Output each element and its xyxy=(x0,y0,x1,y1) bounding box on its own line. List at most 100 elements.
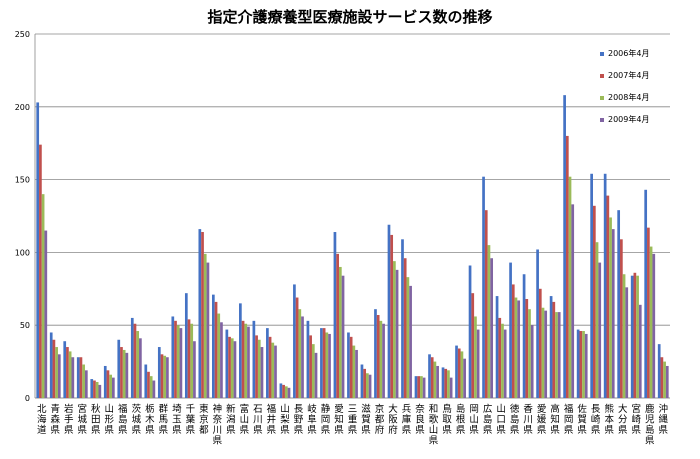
bar xyxy=(49,332,53,398)
bar xyxy=(584,333,588,398)
bar xyxy=(41,194,45,398)
bar xyxy=(352,345,356,398)
bar xyxy=(449,377,453,398)
category-label: 茨城県 xyxy=(132,403,142,436)
category-label: 北海道 xyxy=(37,404,47,436)
bar xyxy=(657,344,661,398)
category-label: 岡山県 xyxy=(469,404,479,436)
category-label: 三重県 xyxy=(348,404,358,436)
bar xyxy=(98,384,102,398)
bar xyxy=(406,277,410,398)
bar xyxy=(482,176,485,398)
category-label: 滋賀県 xyxy=(361,403,371,436)
category-label: 熊本県 xyxy=(604,403,614,436)
legend-label: 2008年4月 xyxy=(608,92,649,102)
bar xyxy=(252,320,256,398)
bar xyxy=(563,95,566,398)
bar xyxy=(157,347,161,398)
bar xyxy=(647,227,650,398)
category-label: 愛知県 xyxy=(334,403,344,436)
bar xyxy=(468,265,472,398)
bar xyxy=(644,189,648,398)
bar xyxy=(393,261,396,398)
bar xyxy=(36,102,40,398)
bar xyxy=(617,210,621,398)
bar xyxy=(106,370,110,398)
bar xyxy=(52,339,56,398)
bar xyxy=(638,304,642,398)
bar xyxy=(333,232,337,398)
category-label: 高知県 xyxy=(550,403,560,436)
bar xyxy=(441,367,445,398)
category-label: 徳島県 xyxy=(510,403,520,436)
bar xyxy=(84,370,88,398)
bar xyxy=(525,298,529,398)
bar xyxy=(484,210,488,398)
bar xyxy=(417,376,421,398)
category-label: 岐阜県 xyxy=(307,403,317,436)
bar xyxy=(590,173,593,398)
bar xyxy=(109,374,113,398)
bar xyxy=(444,368,448,398)
bar xyxy=(582,331,585,398)
bar xyxy=(457,348,461,398)
bar xyxy=(355,349,358,398)
bar xyxy=(320,328,323,398)
bar xyxy=(187,319,191,398)
bar xyxy=(501,323,504,398)
bar xyxy=(39,144,42,398)
bar xyxy=(360,364,364,398)
category-label: 宮城県 xyxy=(78,403,88,436)
category-label: 京都府 xyxy=(375,403,385,436)
bar xyxy=(244,323,248,398)
bar xyxy=(376,315,380,398)
bar xyxy=(82,364,85,398)
bar xyxy=(203,253,207,398)
legend-swatch xyxy=(600,96,604,100)
bar xyxy=(306,320,310,398)
bar xyxy=(420,376,423,398)
y-tick-label: 150 xyxy=(15,176,30,185)
category-label: 東京都 xyxy=(199,403,209,436)
legend-label: 2007年4月 xyxy=(608,70,649,80)
bar xyxy=(414,376,418,398)
bar xyxy=(595,242,599,398)
bar xyxy=(268,336,272,398)
bar xyxy=(555,312,558,398)
bar xyxy=(606,195,610,398)
bar xyxy=(625,287,629,398)
bar xyxy=(422,377,426,398)
bar xyxy=(498,317,502,398)
bar xyxy=(139,338,142,398)
chart-title: 指定介護療養型医療施設サービス数の推移 xyxy=(207,8,493,26)
bar xyxy=(211,294,215,398)
bar xyxy=(430,357,434,398)
legend-label: 2009年4月 xyxy=(608,114,649,124)
bar xyxy=(190,323,194,398)
category-label: 栃木県 xyxy=(145,403,155,436)
y-tick-label: 50 xyxy=(20,321,30,330)
category-label: 福井県 xyxy=(267,403,277,436)
bar xyxy=(390,234,394,398)
bar xyxy=(663,361,666,398)
bar xyxy=(147,371,150,398)
bar xyxy=(474,316,477,398)
bar xyxy=(341,275,345,398)
bar xyxy=(284,386,288,398)
bar xyxy=(592,205,596,398)
category-label: 愛媛県 xyxy=(537,403,547,436)
bar xyxy=(309,335,312,398)
bar xyxy=(349,336,353,398)
bar xyxy=(239,303,242,398)
category-label: 鹿児島県 xyxy=(645,403,655,447)
y-tick-label: 200 xyxy=(15,103,30,112)
bar xyxy=(287,387,291,398)
bar xyxy=(68,351,72,398)
bar xyxy=(347,332,350,398)
legend-swatch xyxy=(600,52,604,56)
bar xyxy=(163,355,167,398)
bar xyxy=(103,365,107,398)
bar xyxy=(544,310,548,398)
bar xyxy=(447,370,450,398)
